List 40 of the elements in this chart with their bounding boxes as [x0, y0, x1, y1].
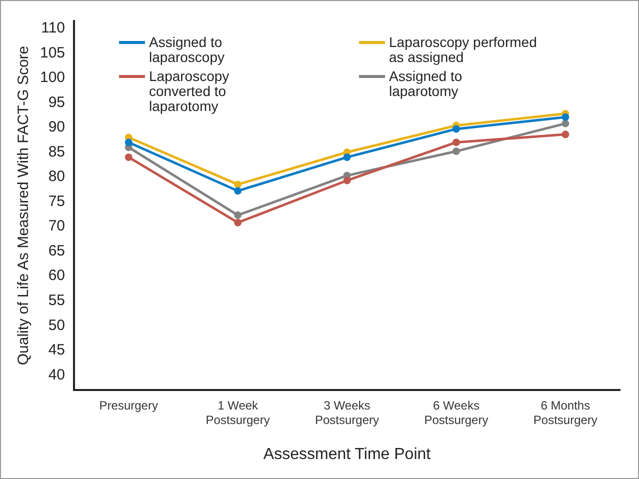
y-tick-label: 70	[48, 218, 66, 235]
y-tick-label: 90	[48, 118, 66, 136]
y-tick-label: 100	[40, 69, 66, 86]
legend-label: Assigned to laparotomy	[389, 68, 464, 99]
point	[124, 138, 132, 146]
y-tick-label: 95	[48, 94, 66, 111]
y-tick-label: 75	[48, 192, 66, 210]
y-tick-label: 55	[48, 292, 66, 309]
y-tick-label: 40	[48, 366, 66, 384]
y-axis-title: Quality of Life As Measured With FACT-G Score	[15, 46, 32, 366]
x-tick-label: 3 Weeks Postsurgery	[315, 398, 380, 427]
x-tick-label: 6 Weeks Postsurgery	[424, 398, 488, 427]
point	[234, 180, 242, 188]
y-tick-label: 85	[48, 143, 66, 160]
y-tick-label: 45	[48, 342, 66, 359]
point	[124, 153, 132, 161]
point	[234, 187, 242, 195]
legend-label: Laparoscopy performed as assigned	[389, 34, 538, 65]
point	[343, 176, 351, 184]
legend-label: Laparoscopy converted to laparotomy	[149, 68, 230, 114]
legend-label: Assigned to laparoscopy	[149, 34, 226, 65]
y-tick-label: 105	[40, 44, 66, 62]
x-tick-label: Presurgery	[99, 398, 158, 413]
y-tick-label: 50	[48, 316, 66, 334]
x-tick-label: 6 Months Postsurgery	[533, 398, 598, 427]
point	[452, 125, 460, 133]
y-tick-label: 80	[48, 168, 66, 186]
y-tick-label: 60	[48, 267, 66, 284]
x-axis-title: Assessment Time Point	[263, 446, 432, 463]
x-tick-label: 1 Week Postsurgery	[206, 398, 270, 427]
point	[562, 120, 570, 128]
point	[343, 153, 351, 161]
y-tick-label: 65	[48, 242, 66, 260]
point	[234, 211, 242, 219]
point	[562, 113, 570, 121]
point	[452, 138, 460, 146]
point	[452, 148, 460, 156]
point	[234, 218, 242, 226]
y-tick-label: 110	[41, 20, 66, 37]
point	[562, 130, 570, 138]
